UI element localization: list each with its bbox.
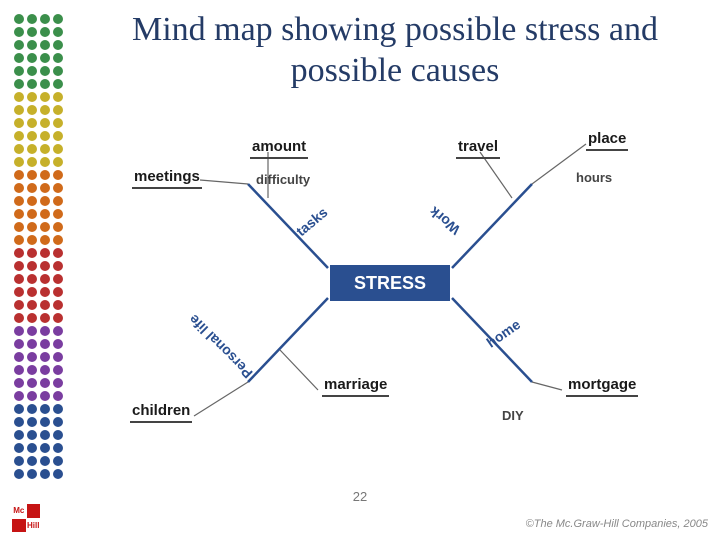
leaf-label: travel	[456, 138, 500, 155]
center-node: STRESS	[330, 265, 450, 301]
leaf-label: children	[130, 402, 192, 419]
leaf-label: difficulty	[256, 172, 310, 187]
publisher-logo: McHill	[12, 504, 40, 532]
leaf-label: meetings	[132, 168, 202, 185]
leaf-label: place	[586, 130, 628, 147]
mindmap: STRESS tasksmeetingsamountdifficultyWork…	[100, 120, 680, 450]
center-label: STRESS	[354, 273, 426, 294]
slide: Mind map showing possible stress and pos…	[0, 0, 720, 540]
leaf-label: marriage	[322, 376, 389, 393]
decorative-dot-grid	[14, 14, 63, 479]
leaf-label: hours	[576, 170, 612, 185]
copyright-text: ©The Mc.Graw-Hill Companies, 2005	[526, 518, 708, 530]
leaf-label: amount	[250, 138, 308, 155]
page-number: 22	[0, 489, 720, 504]
leaf-label: mortgage	[566, 376, 638, 393]
leaf-label: DIY	[502, 408, 524, 423]
slide-title: Mind map showing possible stress and pos…	[100, 10, 690, 92]
